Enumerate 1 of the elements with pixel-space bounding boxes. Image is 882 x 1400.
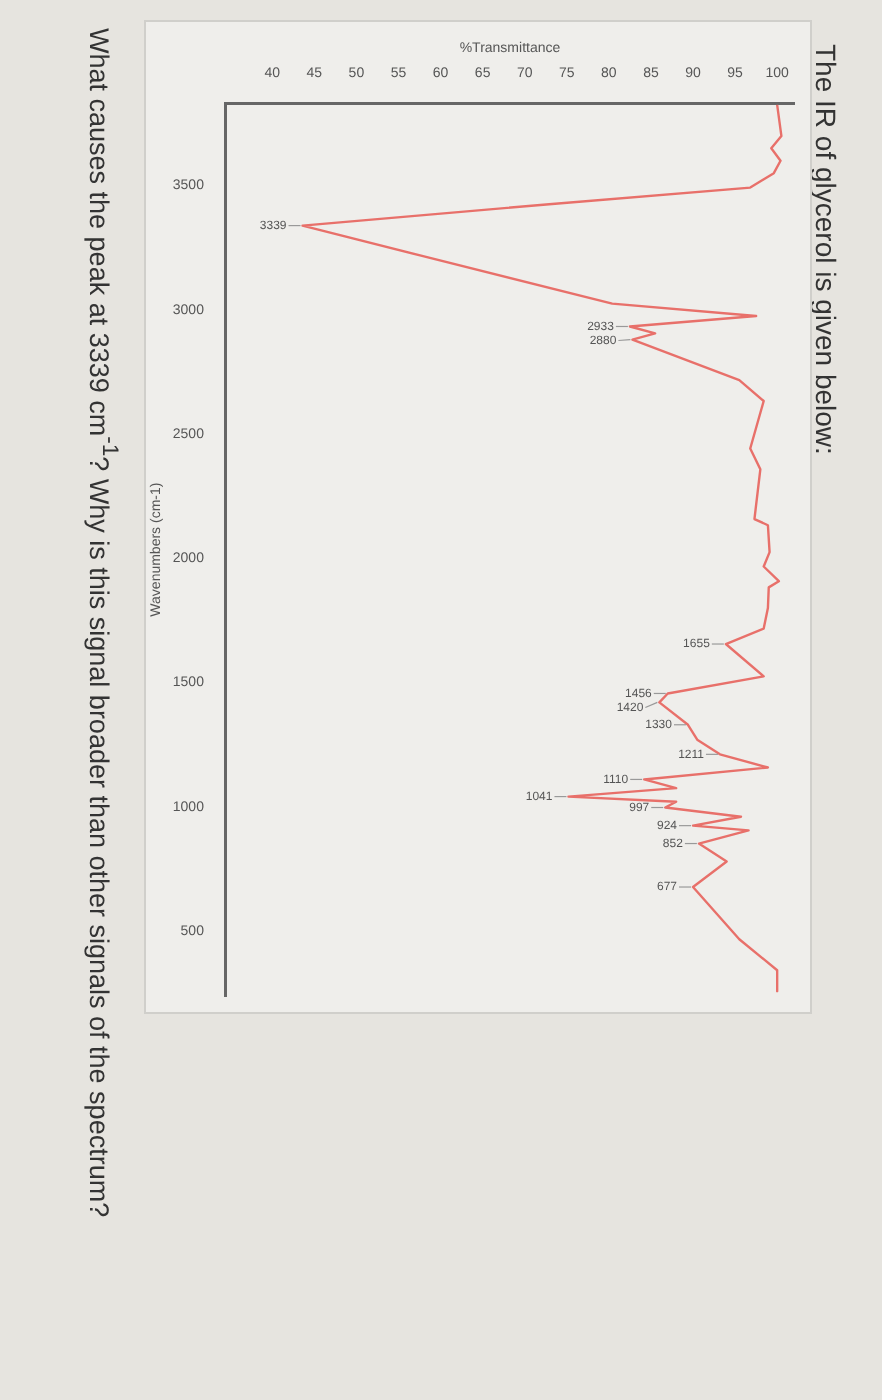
text: The IR of glycerol is given below: (810, 44, 842, 455)
